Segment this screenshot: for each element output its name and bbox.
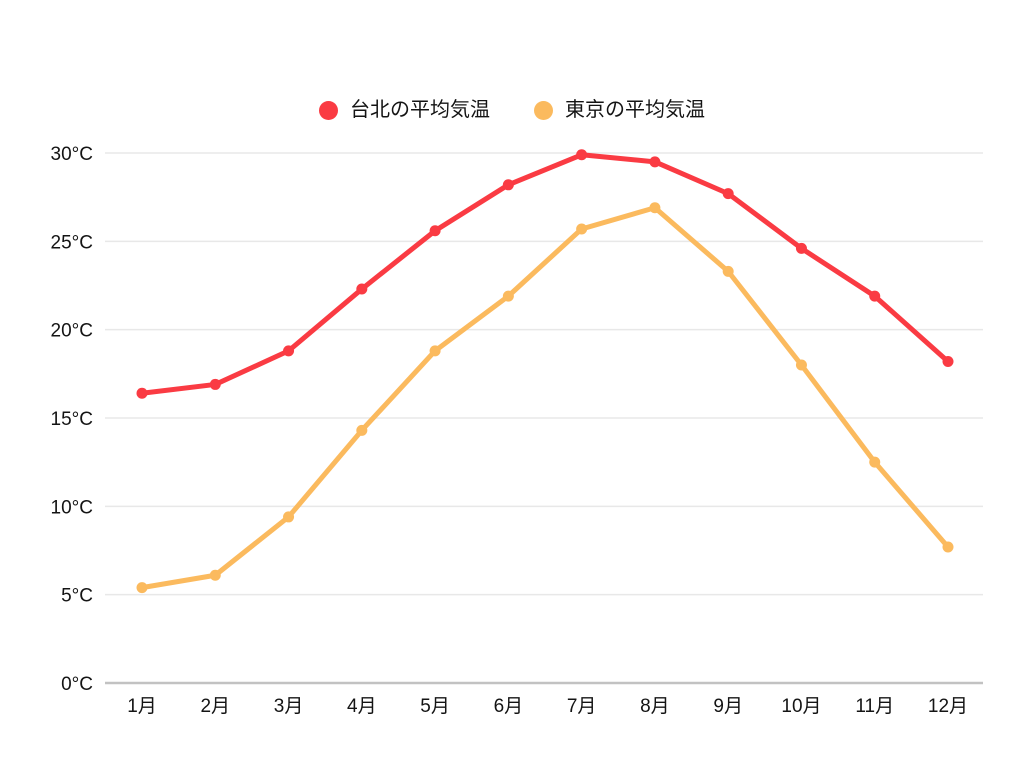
tokyo-point-1 (136, 582, 148, 594)
x-tick-label-2: 2月 (200, 696, 230, 717)
taipei-series-dot-icon (319, 100, 338, 120)
taipei-series-line (139, 152, 951, 396)
taipei-point-7 (576, 149, 588, 161)
x-tick-label-4: 4月 (347, 696, 377, 717)
taipei-series-label: 台北の平均気温 (350, 99, 490, 121)
tokyo-series-dot-icon (534, 100, 553, 120)
x-tick-label-6: 6月 (494, 696, 524, 717)
x-tick-label-9: 9月 (713, 696, 743, 717)
tokyo-point-7 (576, 223, 588, 235)
x-tick-label-8: 8月 (640, 696, 670, 717)
x-tick-label-5: 5月 (420, 696, 450, 717)
y-tick-label-15: 15°C (51, 409, 93, 430)
taipei-point-5 (429, 225, 441, 237)
legend-item-tokyo: 東京の平均気温 (534, 100, 705, 120)
tokyo-point-8 (649, 202, 661, 214)
taipei-point-8 (649, 156, 661, 168)
y-tick-label-10: 10°C (51, 497, 93, 518)
x-tick-label-3: 3月 (274, 696, 304, 717)
tokyo-point-10 (795, 359, 807, 371)
x-tick-label-1: 1月 (127, 696, 157, 717)
taipei-point-10 (795, 242, 807, 254)
tokyo-series-label: 東京の平均気温 (565, 99, 705, 121)
tokyo-point-11 (869, 456, 881, 468)
taipei-point-11 (869, 290, 881, 302)
tokyo-point-5 (429, 345, 441, 357)
y-tick-label-30: 30°C (51, 144, 93, 165)
tokyo-series-line (139, 205, 951, 591)
tokyo-point-2 (209, 569, 221, 581)
taipei-point-12 (942, 355, 954, 367)
y-tick-label-5: 5°C (61, 586, 93, 607)
tokyo-point-3 (283, 511, 295, 523)
tokyo-point-4 (356, 424, 368, 436)
taipei-point-9 (722, 188, 734, 200)
x-tick-label-7: 7月 (567, 696, 597, 717)
y-tick-label-20: 20°C (51, 321, 93, 342)
y-tick-label-0: 0°C (61, 674, 93, 695)
taipei-point-1 (136, 387, 148, 399)
x-tick-label-11: 11月 (855, 696, 894, 717)
tokyo-point-12 (942, 541, 954, 553)
x-tick-label-12: 12月 (928, 696, 968, 717)
tokyo-point-9 (722, 265, 734, 277)
taipei-point-6 (502, 179, 514, 191)
legend-item-taipei: 台北の平均気温 (319, 100, 490, 120)
taipei-point-4 (356, 283, 368, 295)
x-tick-label-10: 10月 (781, 696, 821, 717)
tokyo-point-6 (502, 290, 514, 302)
taipei-point-3 (283, 345, 295, 357)
chart-legend: 台北の平均気温 東京の平均気温 (0, 96, 1024, 124)
taipei-point-2 (209, 378, 221, 390)
y-tick-label-25: 25°C (51, 232, 93, 253)
